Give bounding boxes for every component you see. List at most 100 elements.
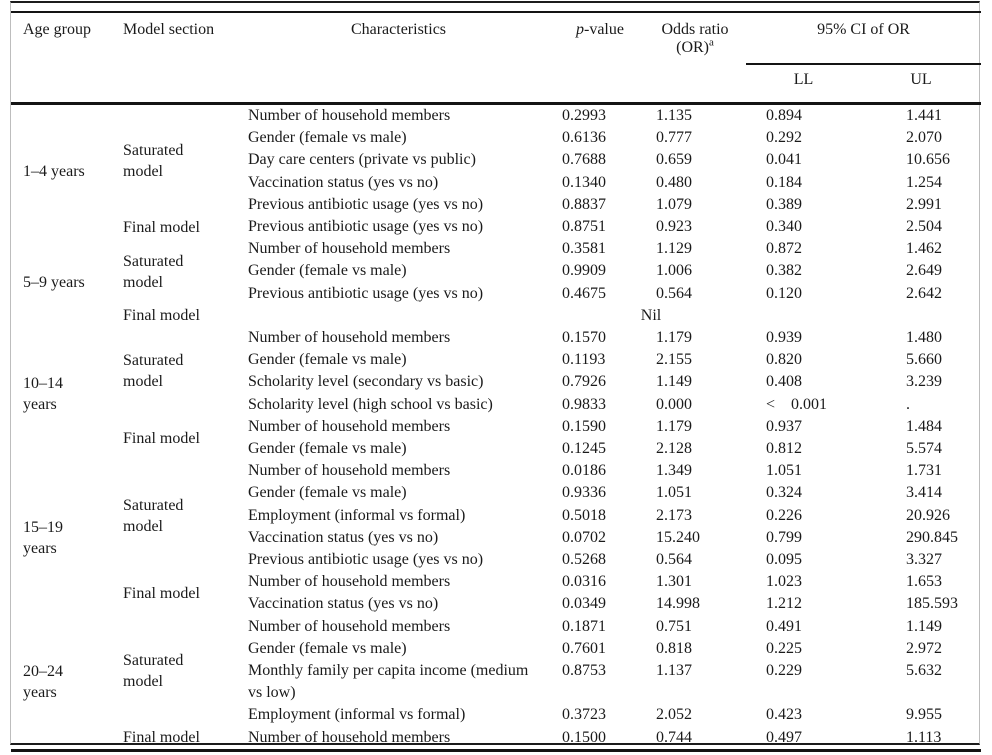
table-row: Gender (female vs male) 0.1193 2.155 0.820 5… xyxy=(11,349,981,371)
odds-ratio-line2: (OR) xyxy=(676,39,709,56)
model-section-cell: Final model xyxy=(123,429,200,447)
table-row: Final model Number of household members 0.… xyxy=(11,727,981,751)
ul-cell: 1.441 xyxy=(906,107,942,124)
ul-cell: 3.327 xyxy=(906,551,942,569)
characteristics-cell: Number of household members xyxy=(248,728,451,746)
col-header-model-section: Model section xyxy=(123,21,215,38)
odds-ratio-cell: 1.135 xyxy=(656,107,692,124)
ll-cell: 0.812 xyxy=(766,440,802,458)
ll-cell: 0.120 xyxy=(766,284,802,302)
table-row: Final model Previous antibiotic usage (ye… xyxy=(11,216,981,238)
p-value-cell: 0.3581 xyxy=(562,240,606,258)
ll-cell: 0.225 xyxy=(766,639,802,657)
odds-ratio-cell: 0.000 xyxy=(656,395,692,413)
ul-cell: 1.484 xyxy=(906,417,942,435)
odds-ratio-cell: 1.137 xyxy=(656,662,692,680)
characteristics-cell: Number of household members xyxy=(248,573,451,591)
characteristics-cell: Previous antibiotic usage (yes vs no) xyxy=(248,551,484,569)
age-group-cell: 5–9 years xyxy=(23,274,85,292)
ul-cell: 5.574 xyxy=(906,440,942,458)
age-group-cell: 20–24 years xyxy=(23,663,63,702)
ll-cell: 0.497 xyxy=(766,728,802,746)
ll-cell: 1.051 xyxy=(766,462,802,480)
p-value-cell: 0.8753 xyxy=(562,662,606,680)
p-value-cell: 0.1340 xyxy=(562,173,606,191)
ul-cell: 1.462 xyxy=(906,240,942,258)
model-section-cell: Saturated model xyxy=(123,652,184,691)
table-row: Vaccination status (yes vs no) 0.0702 15.2… xyxy=(11,527,981,549)
p-value-rest: -value xyxy=(584,21,624,38)
characteristics-cell: Employment (informal vs formal) xyxy=(248,506,466,524)
model-section-cell: Saturated model xyxy=(123,352,184,391)
characteristics-cell: Gender (female vs male) xyxy=(248,129,407,147)
characteristics-cell: Number of household members xyxy=(248,107,451,124)
ll-cell: 0.041 xyxy=(766,151,802,169)
ul-cell: 2.642 xyxy=(906,284,942,302)
ll-cell: 0.095 xyxy=(766,551,802,569)
ll-cell: 0.423 xyxy=(766,706,802,724)
col-header-ul: UL xyxy=(910,71,932,88)
p-value-cell: 0.1570 xyxy=(562,329,606,347)
ul-cell: 1.149 xyxy=(906,617,942,635)
p-value-cell: 0.1245 xyxy=(562,440,606,458)
odds-ratio-cell: 1.129 xyxy=(656,240,692,258)
ll-cell: 0.292 xyxy=(766,129,802,147)
characteristics-cell: Previous antibiotic usage (yes vs no) xyxy=(248,284,484,302)
model-section-cell: Saturated model xyxy=(123,252,184,291)
ul-cell xyxy=(861,305,981,327)
p-value-cell: 0.1590 xyxy=(562,417,606,435)
odds-ratio-cell: 0.564 xyxy=(656,284,692,302)
col-header-odds-ratio: Odds ratio (OR)a xyxy=(644,12,746,104)
ul-cell: 1.480 xyxy=(906,329,942,347)
ll-cell: 0.799 xyxy=(766,528,802,546)
p-value-cell: 0.7688 xyxy=(562,151,606,169)
odds-ratio-cell: 1.006 xyxy=(656,262,692,280)
age-group-cell: 10–14 years xyxy=(23,374,63,413)
ul-cell: 2.070 xyxy=(906,129,942,147)
ul-cell: 2.649 xyxy=(906,262,942,280)
table-row: Scholarity level (secondary vs basic) 0.7… xyxy=(11,371,981,393)
ul-cell: . xyxy=(906,395,910,413)
characteristics-cell: Number of household members xyxy=(248,417,451,435)
age-group-cell: 15–19 years xyxy=(23,518,63,557)
col-header-age-group: Age group xyxy=(23,21,91,38)
p-value-cell: 0.1193 xyxy=(562,351,606,369)
ll-cell: 0.324 xyxy=(766,484,802,502)
ll-cell: 0.184 xyxy=(766,173,802,191)
p-value-cell: 0.1500 xyxy=(562,728,606,746)
ll-cell: 0.408 xyxy=(766,373,802,391)
ul-cell: 5.660 xyxy=(906,351,942,369)
ll-cell: 0.229 xyxy=(766,662,802,680)
p-value-cell: 0.9909 xyxy=(562,262,606,280)
characteristics-cell: Scholarity level (high school vs basic) xyxy=(248,395,493,413)
odds-ratio-cell: 2.128 xyxy=(656,440,692,458)
ll-cell: 0.939 xyxy=(766,329,802,347)
table-row: 5–9 years Saturated model Number of househ… xyxy=(11,238,981,291)
model-section-cell: Saturated model xyxy=(123,496,184,535)
model-section-cell: Final model xyxy=(123,729,200,747)
regression-results-table: Age group Model section Characteristics … xyxy=(11,11,982,752)
characteristics-cell xyxy=(241,305,556,327)
ul-cell: 1.254 xyxy=(906,173,942,191)
header-row-1: Age group Model section Characteristics … xyxy=(11,12,982,65)
model-section-cell: Final model xyxy=(123,307,200,325)
odds-ratio-cell: 1.149 xyxy=(656,373,692,391)
table-row: Previous antibiotic usage (yes vs no) 0.8… xyxy=(11,194,981,216)
p-value-cell: 0.9833 xyxy=(562,395,606,413)
ll-cell: 0.226 xyxy=(766,506,802,524)
characteristics-cell: Number of household members xyxy=(248,462,451,480)
table-row: Day care centers (private vs public) 0.76… xyxy=(11,149,981,171)
table-row: Final model Number of household members 0.… xyxy=(11,416,981,447)
p-value-cell: 0.3723 xyxy=(562,706,606,724)
p-value-cell: 0.6136 xyxy=(562,129,606,147)
characteristics-cell: Monthly family per capita income (medium… xyxy=(248,662,529,702)
characteristics-cell: Day care centers (private vs public) xyxy=(248,151,476,169)
odds-ratio-cell: 0.480 xyxy=(656,173,692,191)
odds-ratio-line1: Odds ratio xyxy=(661,21,729,38)
characteristics-cell: Number of household members xyxy=(248,617,451,635)
p-value-cell: 0.8837 xyxy=(562,195,606,213)
model-section-cell: Saturated model xyxy=(123,141,184,180)
ul-cell: 1.113 xyxy=(906,728,942,746)
odds-ratio-cell: 1.301 xyxy=(656,573,692,591)
p-value-cell: 0.8751 xyxy=(562,218,606,236)
